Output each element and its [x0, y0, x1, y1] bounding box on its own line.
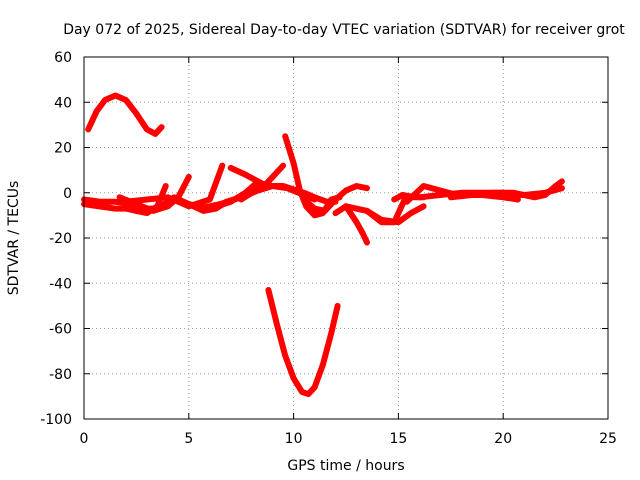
- y-tick-label: -20: [49, 231, 72, 247]
- y-tick-label: 40: [54, 95, 72, 111]
- y-tick-label: -100: [40, 412, 72, 428]
- x-tick-label: 0: [80, 431, 89, 447]
- chart-title: Day 072 of 2025, Sidereal Day-to-day VTE…: [63, 22, 625, 38]
- y-axis-label: SDTVAR / TECUs: [6, 181, 22, 296]
- y-tick-label: 20: [54, 141, 72, 157]
- grid-lines: [84, 57, 608, 419]
- x-tick-label: 20: [494, 431, 512, 447]
- tick-labels: 0 5 10 15 20 25 -100 -80 -60 -40 -20 0 20 40 60: [40, 50, 617, 447]
- axis-ticks: [83, 56, 609, 420]
- x-axis-label: GPS time / hours: [287, 458, 404, 474]
- series-line-arc-n: [301, 183, 370, 214]
- y-tick-label: -60: [49, 322, 72, 338]
- x-tick-label: 5: [184, 431, 193, 447]
- x-tick-label: 10: [285, 431, 303, 447]
- plot-frame: [83, 56, 609, 420]
- series-group: [81, 92, 565, 398]
- y-tick-label: 60: [54, 50, 72, 66]
- y-tick-label: -80: [49, 367, 72, 383]
- series-line-arc-o: [332, 203, 370, 246]
- series-line-arc-q: [364, 196, 408, 226]
- series-line-arc-a: [85, 92, 165, 137]
- series-line-arc-w: [479, 192, 521, 203]
- x-tick-label: 15: [389, 431, 407, 447]
- series-line-arc-v: [489, 178, 565, 201]
- y-tick-label: -40: [49, 276, 72, 292]
- x-tick-label: 25: [599, 431, 617, 447]
- series-line-arc-l: [238, 183, 339, 205]
- y-tick-label: 0: [63, 186, 72, 202]
- series-line-arc-b: [265, 287, 341, 398]
